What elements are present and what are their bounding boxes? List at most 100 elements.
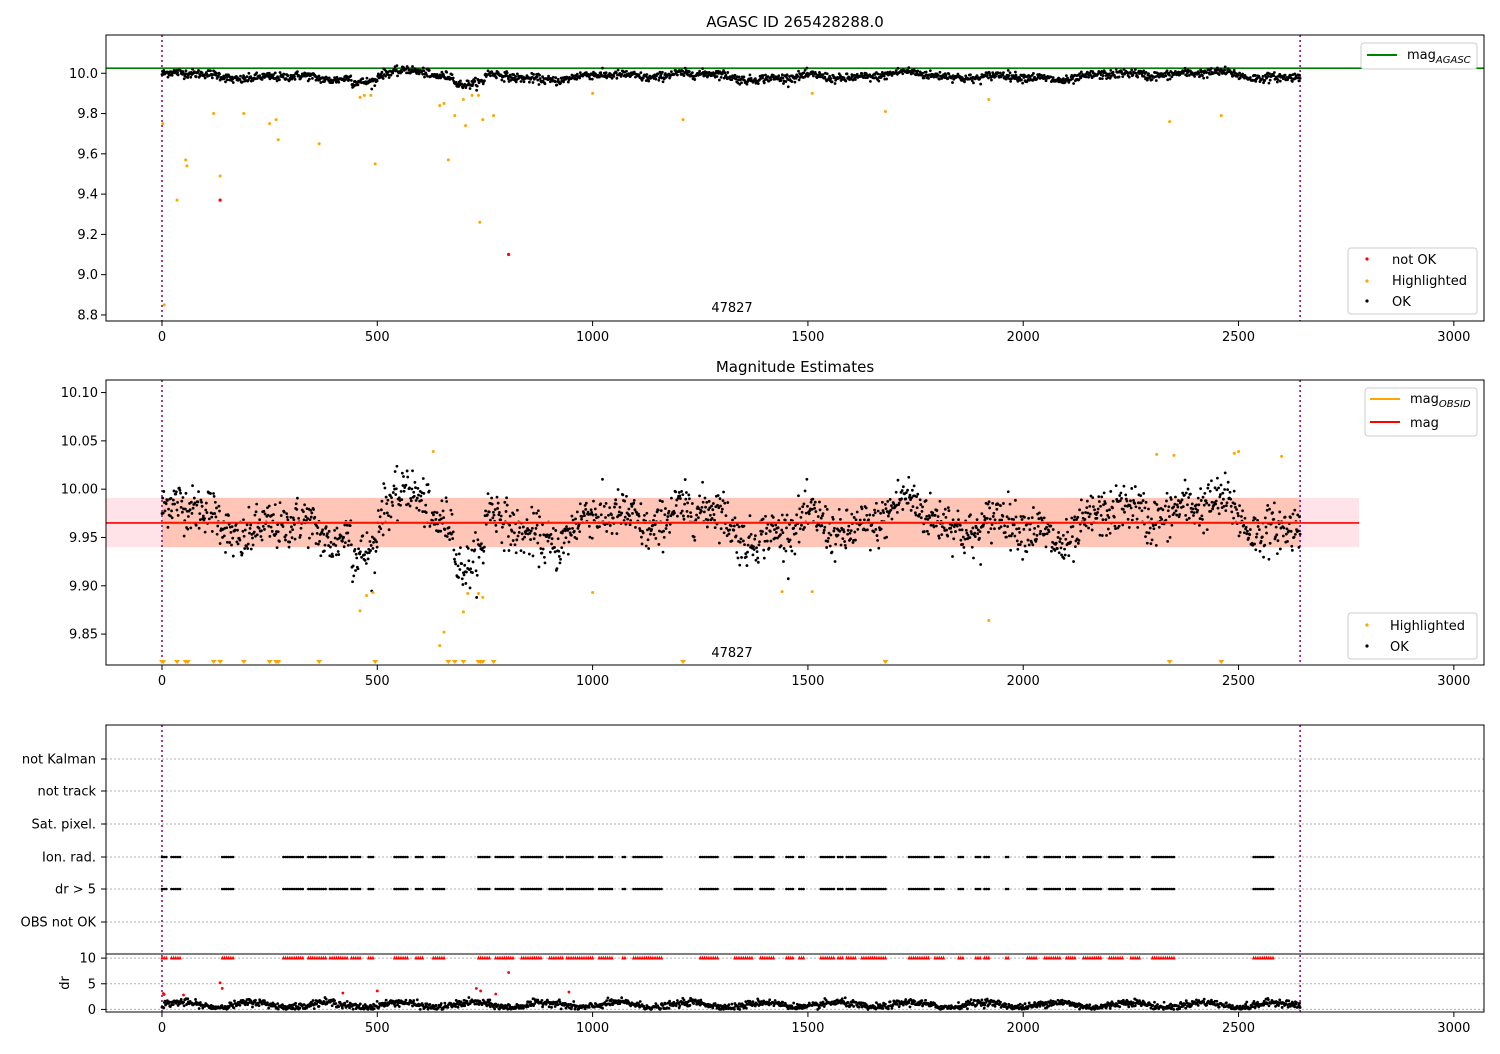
ok-point	[1123, 485, 1126, 488]
ok-point	[1226, 488, 1229, 491]
ok-point	[774, 524, 777, 527]
ok-point	[702, 501, 705, 504]
ok-point	[964, 538, 967, 541]
ok-point	[761, 530, 764, 533]
ok-point	[612, 517, 615, 520]
ok-point	[634, 76, 637, 79]
below-axis-marker	[460, 660, 466, 664]
ok-point	[391, 504, 394, 507]
ok-point	[1007, 490, 1010, 493]
ok-point	[783, 547, 786, 550]
highlighted-point	[492, 114, 495, 117]
ok-point	[291, 536, 294, 539]
ok-point	[918, 513, 921, 516]
ok-point	[1230, 510, 1233, 513]
ok-point	[1255, 536, 1258, 539]
ok-point	[975, 526, 978, 529]
ok-point	[605, 530, 608, 533]
ok-point	[370, 88, 373, 91]
ok-point	[817, 515, 820, 518]
ok-point	[500, 79, 503, 82]
ok-point	[592, 500, 595, 503]
ok-point	[280, 514, 283, 517]
ok-point	[771, 524, 774, 527]
ok-point	[1007, 74, 1010, 77]
ok-point	[483, 546, 486, 549]
ok-point	[784, 519, 787, 522]
ok-point	[1092, 505, 1095, 508]
ok-point	[924, 518, 927, 521]
ok-point	[1263, 544, 1266, 547]
ok-point	[1064, 554, 1067, 557]
ok-point	[987, 531, 990, 534]
ok-point	[645, 512, 648, 515]
ok-point	[925, 515, 928, 518]
ok-point	[1039, 530, 1042, 533]
ok-point	[976, 518, 979, 521]
panel2-obsid-label: 47827	[711, 646, 752, 661]
dr-gt-5-flag	[979, 888, 982, 891]
ok-point	[1147, 72, 1150, 75]
ok-point	[950, 531, 953, 534]
ok-point	[550, 542, 553, 545]
ok-point	[937, 515, 940, 518]
ok-point	[1167, 509, 1170, 512]
ok-point	[1013, 523, 1016, 526]
ok-point	[261, 78, 264, 81]
ok-point	[823, 76, 826, 79]
ok-point	[1173, 512, 1176, 515]
ok-point	[1096, 517, 1099, 520]
ok-point	[1218, 73, 1221, 76]
ok-point	[423, 76, 426, 79]
ok-point	[1205, 499, 1208, 502]
ok-point	[1299, 77, 1302, 80]
ok-point	[829, 77, 832, 80]
ok-point	[323, 549, 326, 552]
ok-point	[467, 80, 470, 83]
ok-point	[182, 496, 185, 499]
ok-point	[604, 516, 607, 519]
ok-point	[416, 497, 419, 500]
ok-point	[518, 531, 521, 534]
ok-point	[216, 533, 219, 536]
ok-point	[1223, 505, 1226, 508]
ok-point	[1205, 502, 1208, 505]
ok-point	[728, 528, 731, 531]
ok-point	[589, 78, 592, 81]
ok-point	[473, 548, 476, 551]
ok-point	[1108, 508, 1111, 511]
ok-point	[1217, 507, 1220, 510]
ok-point	[329, 546, 332, 549]
ok-point	[814, 501, 817, 504]
ok-point	[383, 512, 386, 515]
legend-highlighted-label: Highlighted	[1392, 274, 1467, 289]
ok-point	[711, 508, 714, 511]
ok-point	[813, 507, 816, 510]
dr-capped-marker	[346, 956, 349, 960]
ok-point	[795, 532, 798, 535]
ok-point	[498, 511, 501, 514]
highlighted-point	[185, 164, 188, 167]
ok-point	[1108, 516, 1111, 519]
ok-point	[515, 551, 518, 554]
ion-rad-flag	[772, 856, 775, 859]
ok-point	[951, 555, 954, 558]
ok-point	[1045, 545, 1048, 548]
ok-point	[758, 540, 761, 543]
ok-point	[631, 512, 634, 515]
ok-point	[620, 512, 623, 515]
ok-point	[1297, 530, 1300, 533]
ok-point	[1129, 504, 1132, 507]
ok-point	[752, 545, 755, 548]
ok-point	[816, 529, 819, 532]
ok-point	[1282, 535, 1285, 538]
highlighted-point	[682, 118, 685, 121]
ion-rad-flag	[1099, 856, 1102, 859]
dr-capped-marker	[1058, 956, 1061, 960]
ok-point	[317, 543, 320, 546]
ok-point	[902, 485, 905, 488]
ok-point	[921, 505, 924, 508]
ok-point	[515, 538, 518, 541]
dr-capped-marker	[927, 956, 930, 960]
dr-capped-marker	[561, 956, 564, 960]
